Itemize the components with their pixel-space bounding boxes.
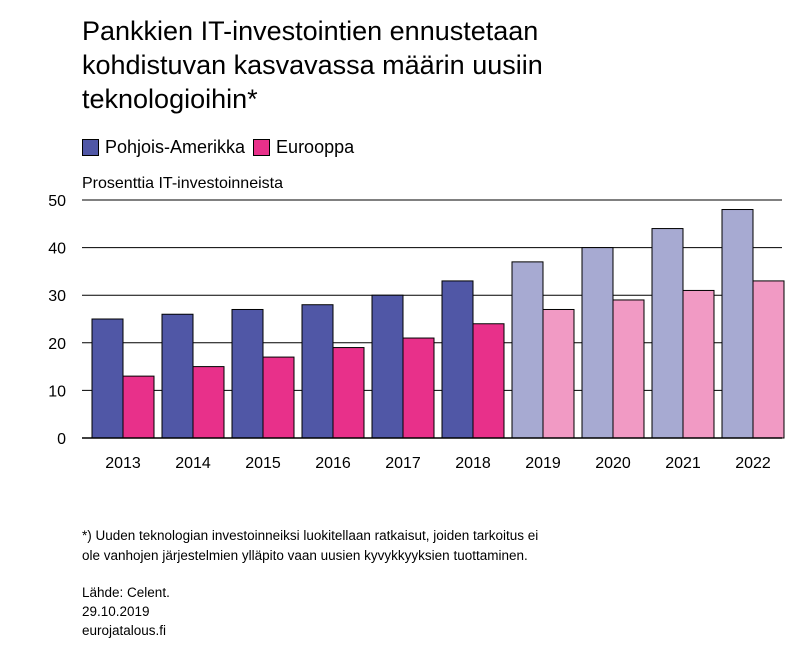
x-tick-label: 2018 [455, 455, 491, 472]
y-tick-label: 0 [57, 431, 66, 448]
y-axis-label: Prosenttia IT-investoinneista [82, 175, 283, 192]
title-line: Pankkien IT-investointien ennustetaan [82, 16, 539, 46]
x-tick-label: 2021 [665, 455, 701, 472]
legend-label: Eurooppa [276, 137, 355, 157]
source-info: Lähde: Celent. 29.10.2019 eurojatalous.f… [82, 583, 170, 640]
bar [612, 299, 645, 439]
legend-swatch [82, 139, 99, 156]
footnote-line: ole vanhojen järjestelmien ylläpito vaan… [82, 548, 528, 563]
bar [511, 261, 544, 439]
site-text: eurojatalous.fi [82, 623, 167, 638]
bar [371, 294, 404, 439]
x-tick-label: 2015 [245, 455, 281, 472]
title-line: teknologioihin* [82, 84, 258, 114]
bar [752, 280, 785, 439]
legend-swatch [253, 139, 271, 156]
legend-label: Pohjois-Amerikka [105, 137, 246, 157]
chart-title: Pankkien IT-investointien ennustetaan ko… [82, 14, 782, 116]
y-tick-label: 20 [48, 336, 66, 353]
y-tick-label: 10 [48, 383, 66, 400]
y-tick-label: 40 [48, 241, 66, 258]
x-tick-label: 2017 [385, 455, 421, 472]
x-tick-label: 2013 [105, 455, 141, 472]
source-text: Lähde: Celent. [82, 585, 170, 600]
bar [192, 366, 225, 439]
bar [122, 375, 155, 439]
bar [262, 356, 295, 439]
bar [651, 228, 684, 439]
y-tick-label: 50 [48, 193, 66, 210]
bar [441, 280, 474, 439]
x-tick-label: 2014 [175, 455, 211, 472]
legend-item-europe: Eurooppa [253, 137, 354, 158]
legend: Pohjois-Amerikka Eurooppa [82, 137, 362, 158]
bar [682, 289, 715, 439]
x-tick-label: 2019 [525, 455, 561, 472]
bar [402, 337, 435, 439]
bar [91, 318, 124, 439]
bar [721, 209, 754, 439]
footnote-line: *) Uuden teknologian investoinneiksi luo… [82, 528, 539, 543]
bar [161, 313, 194, 439]
x-tick-label: 2022 [735, 455, 771, 472]
bar [472, 323, 505, 439]
bar [542, 308, 575, 439]
date-text: 29.10.2019 [82, 604, 150, 619]
bar [301, 304, 334, 439]
footnote: *) Uuden teknologian investoinneiksi luo… [82, 526, 782, 566]
bar [581, 247, 614, 439]
x-tick-label: 2016 [315, 455, 351, 472]
x-tick-label: 2020 [595, 455, 631, 472]
bar [332, 347, 365, 439]
bar [231, 308, 264, 439]
title-line: kohdistuvan kasvavassa määrin uusiin [82, 50, 543, 80]
legend-item-north-america: Pohjois-Amerikka [82, 137, 245, 158]
y-tick-label: 30 [48, 288, 66, 305]
